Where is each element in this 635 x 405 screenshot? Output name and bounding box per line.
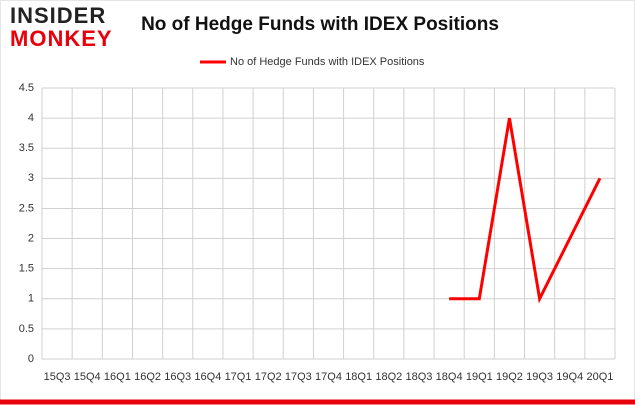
x-tick-label: 16Q4 xyxy=(194,371,221,383)
y-tick-label: 0.5 xyxy=(19,323,34,335)
y-tick-label: 2.5 xyxy=(19,202,34,214)
x-tick-label: 18Q3 xyxy=(406,371,433,383)
x-tick-label: 17Q1 xyxy=(225,371,252,383)
x-tick-label: 15Q3 xyxy=(44,371,71,383)
chart-title: No of Hedge Funds with IDEX Positions xyxy=(141,14,499,35)
logo-bottom: MONKEY xyxy=(10,26,113,51)
y-tick-label: 3 xyxy=(28,172,34,184)
x-tick-label: 16Q2 xyxy=(134,371,161,383)
legend-label: No of Hedge Funds with IDEX Positions xyxy=(230,56,425,68)
y-tick-label: 1 xyxy=(28,293,34,305)
x-tick-label: 17Q2 xyxy=(255,371,282,383)
x-tick-label: 18Q1 xyxy=(345,371,372,383)
y-tick-label: 3.5 xyxy=(19,142,34,154)
x-tick-label: 19Q4 xyxy=(556,371,583,383)
x-tick-label: 19Q2 xyxy=(496,371,523,383)
x-tick-label: 17Q3 xyxy=(285,371,312,383)
x-tick-label: 18Q2 xyxy=(375,371,402,383)
y-tick-label: 2 xyxy=(28,232,34,244)
y-tick-label: 1.5 xyxy=(19,263,34,275)
data-line xyxy=(449,117,602,304)
x-tick-label: 20Q1 xyxy=(586,371,613,383)
x-tick-label: 17Q4 xyxy=(315,371,342,383)
x-tick-label: 15Q4 xyxy=(74,371,101,383)
y-tick-label: 4 xyxy=(28,112,34,124)
logo-top: INSIDER xyxy=(10,3,106,28)
x-tick-label: 18Q4 xyxy=(436,371,463,383)
x-tick-label: 16Q3 xyxy=(164,371,191,383)
x-tick-label: 16Q1 xyxy=(104,371,131,383)
x-tick-label: 19Q1 xyxy=(466,371,493,383)
x-tick-label: 19Q3 xyxy=(526,371,553,383)
y-tick-label: 4.5 xyxy=(19,82,34,94)
y-tick-label: 0 xyxy=(28,353,34,365)
